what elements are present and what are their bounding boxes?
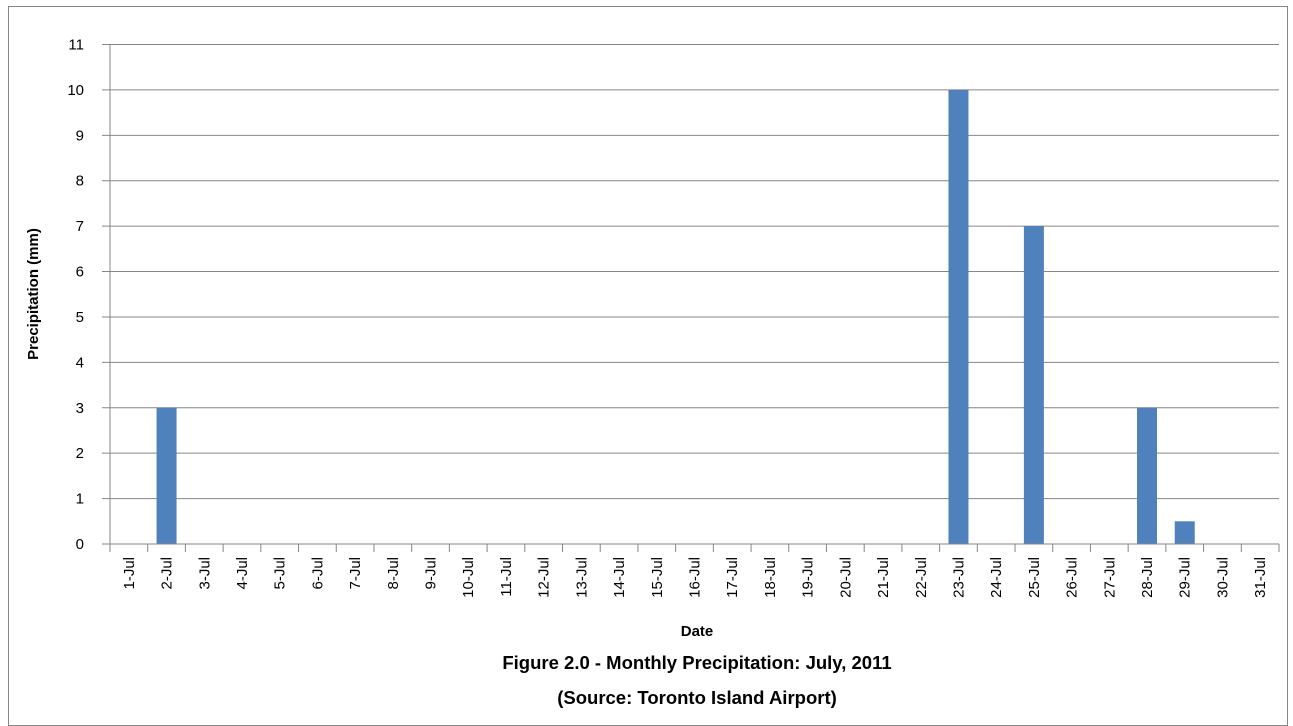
x-tick-label: 13-Jul bbox=[573, 557, 590, 598]
y-tick-label: 9 bbox=[76, 127, 84, 144]
bars bbox=[156, 89, 1195, 545]
x-tick-label: 7-Jul bbox=[347, 557, 364, 590]
y-axis-title: Precipitation (mm) bbox=[25, 228, 42, 360]
gridlines bbox=[102, 44, 1279, 500]
bar bbox=[1137, 407, 1158, 544]
x-tick-label: 3-Jul bbox=[196, 557, 213, 590]
y-tick-label: 3 bbox=[76, 400, 84, 417]
x-tick-label: 31-Jul bbox=[1252, 557, 1269, 598]
y-tick-label: 7 bbox=[76, 218, 84, 235]
x-tick-label: 29-Jul bbox=[1177, 557, 1194, 598]
x-tick-label: 28-Jul bbox=[1139, 557, 1156, 598]
x-tick-label: 19-Jul bbox=[800, 557, 817, 598]
x-tick-label: 8-Jul bbox=[385, 557, 402, 590]
y-tick-labels: 0 1 2 3 4 5 6 7 8 9 10 11 bbox=[67, 37, 84, 554]
x-tick-label: 10-Jul bbox=[460, 557, 477, 598]
x-tick-label: 23-Jul bbox=[950, 557, 967, 598]
x-tick-label: 2-Jul bbox=[159, 557, 176, 590]
chart-subtitle: (Source: Toronto Island Airport) bbox=[557, 687, 837, 708]
bar bbox=[1174, 521, 1195, 544]
x-tick-label: 11-Jul bbox=[498, 557, 515, 597]
x-tick-label: 16-Jul bbox=[687, 557, 704, 598]
axes bbox=[102, 44, 1280, 552]
chart-area bbox=[8, 6, 1288, 726]
y-tick-label: 8 bbox=[76, 173, 84, 190]
bar bbox=[1023, 226, 1044, 545]
x-tick-label: 24-Jul bbox=[988, 557, 1005, 598]
x-tick-label: 9-Jul bbox=[423, 557, 440, 590]
y-tick-label: 0 bbox=[76, 536, 84, 553]
x-tick-label: 21-Jul bbox=[875, 557, 892, 598]
x-tick-label: 18-Jul bbox=[762, 557, 779, 598]
chart-title: Figure 2.0 - Monthly Precipitation: July… bbox=[502, 652, 891, 673]
bar bbox=[156, 407, 177, 544]
bar bbox=[948, 89, 969, 544]
y-tick-label: 10 bbox=[67, 82, 84, 99]
x-tick-label: 27-Jul bbox=[1101, 557, 1118, 598]
y-tick-label: 11 bbox=[68, 37, 84, 54]
x-tick-label: 26-Jul bbox=[1064, 557, 1081, 598]
x-tick-label: 14-Jul bbox=[611, 557, 628, 598]
y-tick-label: 6 bbox=[76, 264, 84, 281]
y-tick-label: 4 bbox=[76, 354, 84, 371]
x-tick-label: 25-Jul bbox=[1026, 557, 1043, 598]
x-tick-label: 5-Jul bbox=[272, 557, 289, 590]
x-tick-label: 20-Jul bbox=[837, 557, 854, 598]
x-tick-label: 15-Jul bbox=[649, 557, 666, 598]
x-axis-title: Date bbox=[681, 623, 714, 640]
x-tick-label: 22-Jul bbox=[913, 557, 930, 598]
x-tick-labels: 1-Jul 2-Jul 3-Jul 4-Jul 5-Jul 6-Jul 7-Jul 8-Jul… bbox=[121, 557, 1269, 598]
x-tick-label: 30-Jul bbox=[1214, 557, 1231, 598]
x-tick-label: 6-Jul bbox=[309, 557, 326, 590]
y-tick-label: 2 bbox=[76, 445, 84, 462]
x-tick-label: 17-Jul bbox=[724, 557, 741, 598]
y-tick-label: 1 bbox=[76, 491, 84, 508]
x-tick-label: 1-Jul bbox=[121, 557, 138, 590]
x-tick-label: 12-Jul bbox=[536, 557, 553, 598]
y-tick-label: 5 bbox=[76, 309, 84, 326]
x-tick-label: 4-Jul bbox=[234, 557, 251, 590]
